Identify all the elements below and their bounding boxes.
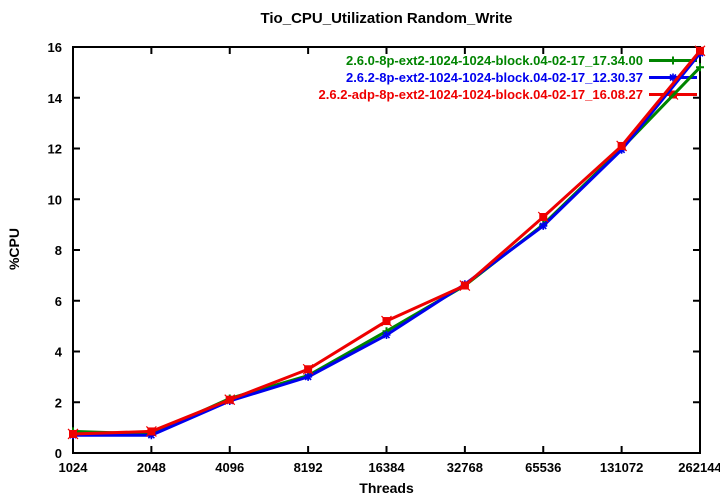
y-tick-label: 10: [48, 192, 62, 207]
x-tick-label: 8192: [294, 460, 323, 475]
y-tick-label: 14: [48, 91, 63, 106]
series-line-2: [72, 49, 702, 436]
series-2-marker: [67, 428, 79, 440]
y-tick-label: 6: [55, 294, 62, 309]
series-1-marker: [304, 372, 313, 381]
plot-border: [72, 46, 701, 454]
series-2-marker: [302, 363, 314, 375]
series-1-marker: [539, 221, 548, 230]
series-2-marker: [224, 394, 236, 406]
series-2-marker: [459, 280, 471, 291]
series-line-0: [72, 66, 702, 436]
y-tick-label: 0: [55, 446, 62, 461]
y-tick-label: 8: [55, 243, 62, 258]
series-2-marker: [537, 211, 549, 223]
x-tick-label: 131072: [600, 460, 643, 475]
x-axis-title: Threads: [359, 480, 414, 496]
x-tick-label: 1024: [59, 460, 89, 475]
series-2-marker: [381, 315, 392, 327]
x-tick-label: 262144: [678, 460, 720, 475]
series-2-marker: [694, 45, 706, 57]
y-tick-label: 16: [48, 40, 62, 55]
series-2-marker: [616, 140, 628, 152]
legend-sample-marker-0: [669, 56, 677, 65]
legend-sample-marker-1: [669, 73, 677, 82]
x-tick-label: 2048: [137, 460, 166, 475]
y-axis-title: %CPU: [6, 228, 22, 271]
x-tick-label: 65536: [525, 460, 561, 475]
x-tick-label: 32768: [447, 460, 483, 475]
x-tick-label: 4096: [215, 460, 244, 475]
series-0-marker: [696, 63, 704, 72]
y-tick-label: 12: [48, 142, 62, 157]
y-tick-label: 4: [55, 345, 63, 360]
series-1-marker: [382, 331, 391, 340]
y-tick-label: 2: [55, 395, 62, 410]
series-2-marker: [145, 426, 157, 437]
axes: [72, 46, 701, 454]
series-line-1: [73, 52, 702, 437]
x-tick-label: 16384: [368, 460, 405, 475]
chart-title: Tio_CPU_Utilization Random_Write: [260, 10, 513, 27]
